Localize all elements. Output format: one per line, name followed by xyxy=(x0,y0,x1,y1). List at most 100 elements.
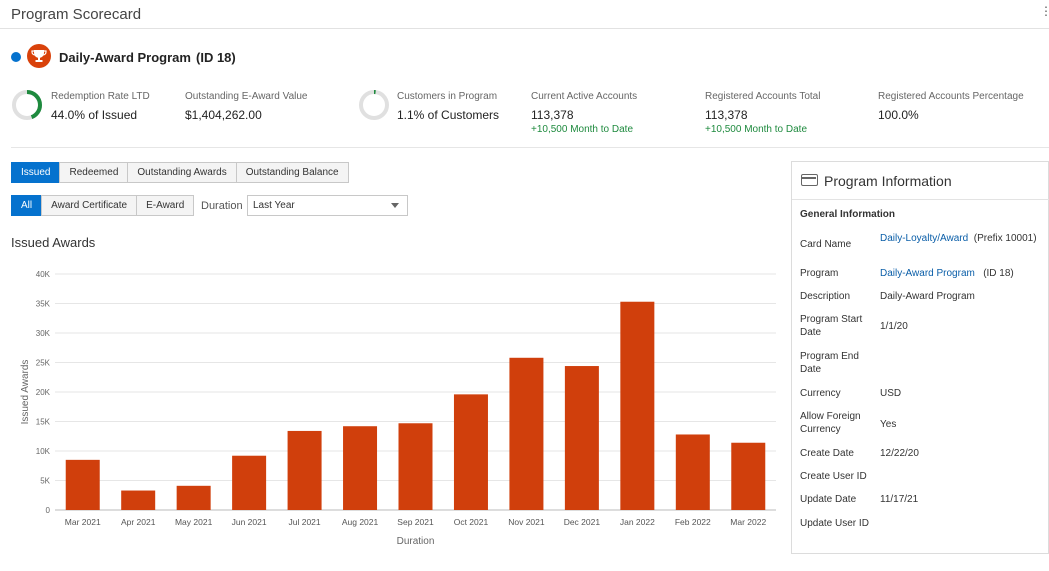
header-divider xyxy=(0,28,1049,29)
x-tick-label: Feb 2022 xyxy=(675,517,711,527)
allow-foreign-currency-label: Allow Foreign Currency xyxy=(800,411,861,435)
bar xyxy=(398,423,433,510)
card-name-value: Daily-Loyalty/Award (Prefix 10001) xyxy=(880,232,1040,245)
program-information-header: Program Information xyxy=(792,162,1049,200)
program-information-panel: Program Information General Information … xyxy=(791,161,1049,554)
bar xyxy=(176,485,211,510)
tab-issued[interactable]: Issued xyxy=(11,162,61,183)
bar xyxy=(731,442,766,510)
card-name-label: Card Name xyxy=(800,239,852,250)
x-tick-label: Aug 2021 xyxy=(342,517,379,527)
tab-outstanding-balance[interactable]: Outstanding Balance xyxy=(235,162,349,183)
program-id: (ID 18) xyxy=(196,50,236,65)
outstanding-value: $1,404,262.00 xyxy=(185,108,262,122)
scorecard-tabs: Issued Redeemed Outstanding Awards Outst… xyxy=(11,162,349,183)
x-tick-label: Sep 2021 xyxy=(397,517,434,527)
filter-all-button[interactable]: All xyxy=(11,195,43,216)
y-tick-label: 5K xyxy=(40,477,50,486)
y-tick-label: 20K xyxy=(36,388,51,397)
currency-label: Currency xyxy=(800,388,841,399)
active-accounts-value: 113,378 xyxy=(531,108,574,122)
x-tick-label: Dec 2021 xyxy=(564,517,601,527)
bar xyxy=(453,394,488,510)
duration-select[interactable]: Last Year xyxy=(247,195,408,216)
general-information-heading: General Information xyxy=(800,209,896,220)
redemption-donut-chart xyxy=(12,90,42,120)
x-tick-label: Oct 2021 xyxy=(454,517,489,527)
bar xyxy=(620,301,655,510)
credit-card-icon xyxy=(801,174,818,186)
y-axis-title: Issued Awards xyxy=(20,360,31,425)
description-value: Daily-Award Program xyxy=(880,291,975,302)
x-tick-label: Nov 2021 xyxy=(508,517,545,527)
program-information-title: Program Information xyxy=(824,173,952,189)
redemption-rate-value: 44.0% of Issued xyxy=(51,108,138,122)
bar xyxy=(509,357,544,510)
duration-select-value: Last Year xyxy=(253,200,295,211)
description-label: Description xyxy=(800,291,851,302)
x-axis-title: Duration xyxy=(397,536,435,547)
y-tick-label: 25K xyxy=(36,359,51,368)
x-tick-label: Mar 2021 xyxy=(65,517,101,527)
card-name-link[interactable]: Daily-Loyalty/Award xyxy=(880,233,969,244)
create-user-id-label: Create User ID xyxy=(800,471,867,482)
x-tick-label: Jan 2022 xyxy=(620,517,655,527)
allow-foreign-currency-value: Yes xyxy=(880,419,897,430)
program-name: Daily-Award Program xyxy=(59,50,191,65)
currency-value: USD xyxy=(880,388,902,399)
registered-accounts-label: Registered Accounts Total xyxy=(705,91,821,102)
y-tick-label: 15K xyxy=(36,418,51,427)
program-start-date-value: 1/1/20 xyxy=(880,321,908,332)
y-tick-label: 0 xyxy=(46,506,51,515)
active-accounts-change: +10,500 Month to Date xyxy=(531,124,634,135)
customers-label: Customers in Program xyxy=(397,91,498,102)
duration-label: Duration xyxy=(201,200,243,212)
create-date-value: 12/22/20 xyxy=(880,448,919,459)
metrics-divider xyxy=(11,147,1049,148)
y-tick-label: 40K xyxy=(36,270,51,279)
x-tick-label: May 2021 xyxy=(175,517,213,527)
bar xyxy=(675,434,710,510)
y-tick-label: 30K xyxy=(36,329,51,338)
program-start-date-label: Program Start Date xyxy=(800,314,863,338)
x-tick-label: Jul 2021 xyxy=(289,517,321,527)
program-value: Daily-Award Program (ID 18) xyxy=(880,267,1045,280)
issued-awards-bar-chart: 0 5K 10K 15K 20K 25K 30K 35K 40K Mar 2021 Apr 2021… xyxy=(20,270,776,547)
x-tick-label: Jun 2021 xyxy=(232,517,267,527)
award-type-filter: All Award Certificate E-Award xyxy=(11,195,195,216)
program-label: Program xyxy=(800,268,839,279)
update-date-label: Update Date xyxy=(800,494,857,505)
bar xyxy=(121,490,156,510)
bar xyxy=(343,426,378,510)
outstanding-value-label: Outstanding E-Award Value xyxy=(185,91,308,102)
update-date-value: 11/17/21 xyxy=(880,494,919,505)
active-accounts-label: Current Active Accounts xyxy=(531,91,638,102)
bar xyxy=(564,366,599,510)
program-id-text: (ID 18) xyxy=(983,268,1014,279)
y-tick-label: 10K xyxy=(36,447,51,456)
card-name-prefix: (Prefix 10001) xyxy=(973,233,1037,244)
x-tick-label: Apr 2021 xyxy=(121,517,156,527)
y-tick-label: 35K xyxy=(36,300,51,309)
program-end-date-label: Program End Date xyxy=(800,351,859,375)
create-date-label: Create Date xyxy=(800,448,854,459)
filter-award-certificate-button[interactable]: Award Certificate xyxy=(41,195,138,216)
tab-redeemed[interactable]: Redeemed xyxy=(59,162,129,183)
registered-percentage-label: Registered Accounts Percentage xyxy=(878,91,1024,102)
chevron-down-icon xyxy=(391,203,399,208)
registered-percentage-value: 100.0% xyxy=(878,108,919,122)
tab-outstanding-awards[interactable]: Outstanding Awards xyxy=(127,162,237,183)
bar xyxy=(232,455,267,510)
page-title: Program Scorecard xyxy=(11,6,142,23)
update-user-id-label: Update User ID xyxy=(800,518,869,529)
trophy-icon xyxy=(27,44,51,68)
registered-accounts-change: +10,500 Month to Date xyxy=(705,124,808,135)
program-link[interactable]: Daily-Award Program xyxy=(880,268,975,279)
redemption-rate-label: Redemption Rate LTD xyxy=(51,91,150,102)
kebab-menu-icon[interactable]: ⋮ xyxy=(1040,4,1049,18)
filter-e-award-button[interactable]: E-Award xyxy=(136,195,195,216)
chart-section-title: Issued Awards xyxy=(11,235,96,250)
bar xyxy=(65,459,100,510)
registered-accounts-value: 113,378 xyxy=(705,108,748,122)
program-status-dot xyxy=(11,52,21,62)
